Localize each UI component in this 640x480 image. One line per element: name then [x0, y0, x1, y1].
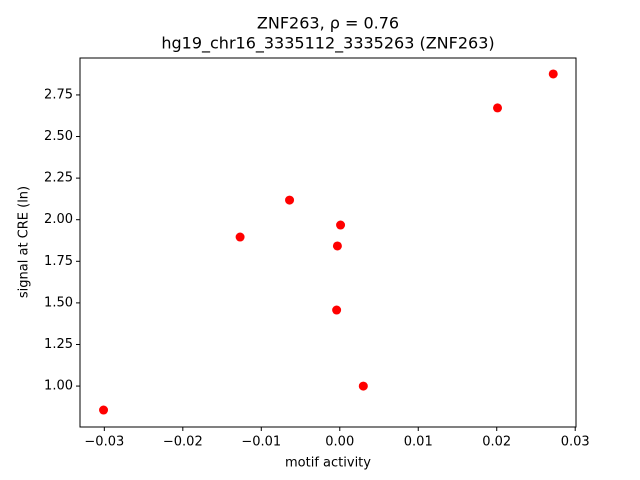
- scatter-point: [285, 195, 295, 205]
- plot-frame: [79, 57, 577, 428]
- scatter-point: [358, 381, 368, 391]
- scatter-point: [336, 220, 346, 230]
- y-tick-label: 2.75: [44, 87, 73, 102]
- y-tick-label: 1.50: [44, 295, 73, 310]
- scatter-point: [99, 405, 109, 415]
- scatter-point: [493, 103, 503, 113]
- scatter-point: [332, 241, 342, 251]
- x-tick-label: −0.03: [84, 435, 124, 450]
- chart-subtitle: hg19_chr16_3335112_3335263 (ZNF263): [161, 34, 494, 54]
- scatter-point: [235, 232, 245, 242]
- y-tick-label: 2.50: [44, 129, 73, 144]
- x-tick-label: 0.02: [482, 435, 511, 450]
- x-tick-label: 0.03: [561, 435, 590, 450]
- scatter-point: [332, 305, 342, 315]
- y-tick-label: 1.25: [44, 337, 73, 352]
- y-tick-label: 1.75: [44, 254, 73, 269]
- x-tick-label: −0.01: [241, 435, 281, 450]
- y-tick-label: 2.25: [44, 171, 73, 186]
- x-tick-label: 0.01: [404, 435, 433, 450]
- y-tick-label: 2.00: [44, 212, 73, 227]
- x-tick-label: 0.00: [325, 435, 354, 450]
- y-tick-label: 1.00: [44, 379, 73, 394]
- chart-title: ZNF263, ρ = 0.76: [257, 14, 399, 33]
- x-axis-label: motif activity: [285, 456, 371, 471]
- y-axis-label: signal at CRE (ln): [17, 186, 32, 298]
- scatter-point: [548, 69, 558, 79]
- x-tick-label: −0.02: [163, 435, 203, 450]
